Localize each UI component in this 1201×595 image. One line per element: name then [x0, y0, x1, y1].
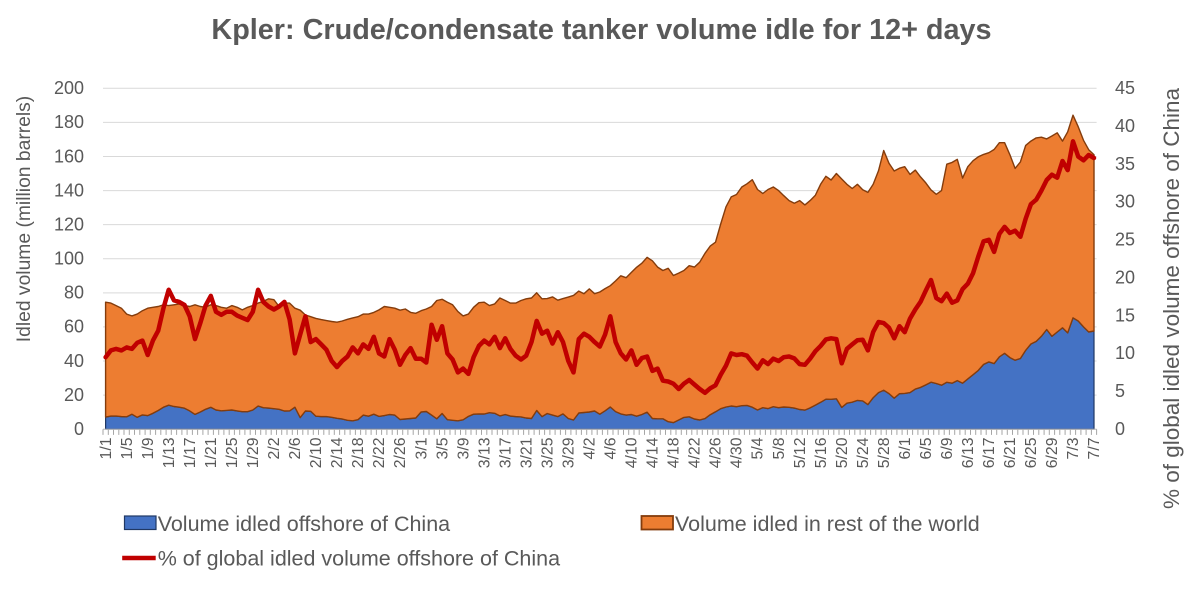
svg-text:40: 40: [64, 351, 84, 371]
svg-text:1/5: 1/5: [119, 437, 136, 459]
svg-text:3/29: 3/29: [561, 437, 578, 468]
svg-text:10: 10: [1115, 343, 1135, 363]
svg-text:5/28: 5/28: [876, 437, 893, 468]
svg-text:120: 120: [54, 215, 84, 235]
svg-text:Volume idled in rest of the wo: Volume idled in rest of the world: [675, 512, 980, 536]
svg-text:25: 25: [1115, 230, 1135, 250]
svg-text:6/1: 6/1: [897, 437, 914, 459]
svg-text:6/17: 6/17: [981, 438, 998, 469]
svg-text:7/7: 7/7: [1086, 438, 1103, 460]
svg-text:4/26: 4/26: [708, 437, 725, 468]
svg-text:1/25: 1/25: [224, 437, 241, 468]
svg-text:4/2: 4/2: [582, 438, 599, 460]
svg-text:5/4: 5/4: [750, 437, 767, 459]
svg-text:1/21: 1/21: [203, 437, 220, 468]
svg-text:1/17: 1/17: [182, 438, 199, 469]
svg-text:2/2: 2/2: [266, 438, 283, 460]
svg-text:1/29: 1/29: [245, 437, 262, 468]
svg-text:3/17: 3/17: [497, 438, 514, 469]
svg-text:Volume idled offshore of China: Volume idled offshore of China: [158, 512, 450, 536]
svg-text:6/9: 6/9: [939, 437, 956, 459]
svg-text:2/22: 2/22: [371, 438, 388, 469]
svg-text:80: 80: [64, 283, 84, 303]
svg-text:5/20: 5/20: [834, 437, 851, 468]
svg-text:20: 20: [64, 385, 84, 405]
svg-text:0: 0: [1115, 419, 1125, 439]
svg-text:6/25: 6/25: [1023, 437, 1040, 468]
svg-text:2/14: 2/14: [329, 437, 346, 468]
svg-text:5: 5: [1115, 381, 1125, 401]
svg-text:2/10: 2/10: [308, 437, 325, 468]
svg-text:1/9: 1/9: [140, 437, 157, 459]
svg-text:6/21: 6/21: [1002, 437, 1019, 468]
svg-text:1/13: 1/13: [161, 437, 178, 468]
svg-text:Kpler: Crude/condensate tanker: Kpler: Crude/condensate tanker volume id…: [211, 14, 991, 46]
svg-text:40: 40: [1115, 116, 1135, 136]
svg-text:5/12: 5/12: [792, 438, 809, 469]
svg-text:5/24: 5/24: [855, 437, 872, 468]
svg-text:6/13: 6/13: [960, 437, 977, 468]
svg-text:4/14: 4/14: [645, 437, 662, 468]
svg-text:15: 15: [1115, 305, 1135, 325]
svg-text:4/18: 4/18: [666, 437, 683, 468]
svg-text:35: 35: [1115, 154, 1135, 174]
svg-text:140: 140: [54, 180, 84, 200]
svg-text:4/10: 4/10: [624, 437, 641, 468]
svg-text:3/21: 3/21: [518, 437, 535, 468]
svg-text:3/25: 3/25: [539, 437, 556, 468]
svg-text:% of global idled volume offsh: % of global idled volume offshore of Chi…: [158, 547, 560, 571]
svg-text:5/8: 5/8: [771, 437, 788, 459]
svg-text:5/16: 5/16: [813, 437, 830, 468]
svg-text:6/29: 6/29: [1044, 437, 1061, 468]
svg-text:45: 45: [1115, 78, 1135, 98]
svg-text:2/26: 2/26: [392, 437, 409, 468]
svg-text:30: 30: [1115, 192, 1135, 212]
svg-text:4/6: 4/6: [603, 437, 620, 459]
svg-text:180: 180: [54, 112, 84, 132]
svg-text:200: 200: [54, 78, 84, 98]
svg-text:20: 20: [1115, 268, 1135, 288]
svg-text:3/1: 3/1: [413, 437, 430, 459]
svg-text:3/9: 3/9: [455, 437, 472, 459]
svg-text:6/5: 6/5: [918, 437, 935, 459]
svg-text:60: 60: [64, 317, 84, 337]
svg-text:% of global idled volume offsh: % of global idled volume offshore of Chi…: [1159, 87, 1184, 509]
svg-text:2/6: 2/6: [287, 437, 304, 459]
svg-text:4/30: 4/30: [729, 437, 746, 468]
svg-text:2/18: 2/18: [350, 437, 367, 468]
svg-text:160: 160: [54, 146, 84, 166]
svg-text:1/1: 1/1: [98, 437, 115, 459]
svg-text:7/3: 7/3: [1065, 437, 1082, 459]
svg-text:3/5: 3/5: [434, 437, 451, 459]
svg-text:3/13: 3/13: [476, 437, 493, 468]
svg-text:Idled volume (million barrels): Idled volume (million barrels): [14, 96, 35, 342]
svg-text:100: 100: [54, 249, 84, 269]
svg-text:0: 0: [74, 419, 84, 439]
svg-text:4/22: 4/22: [687, 438, 704, 469]
